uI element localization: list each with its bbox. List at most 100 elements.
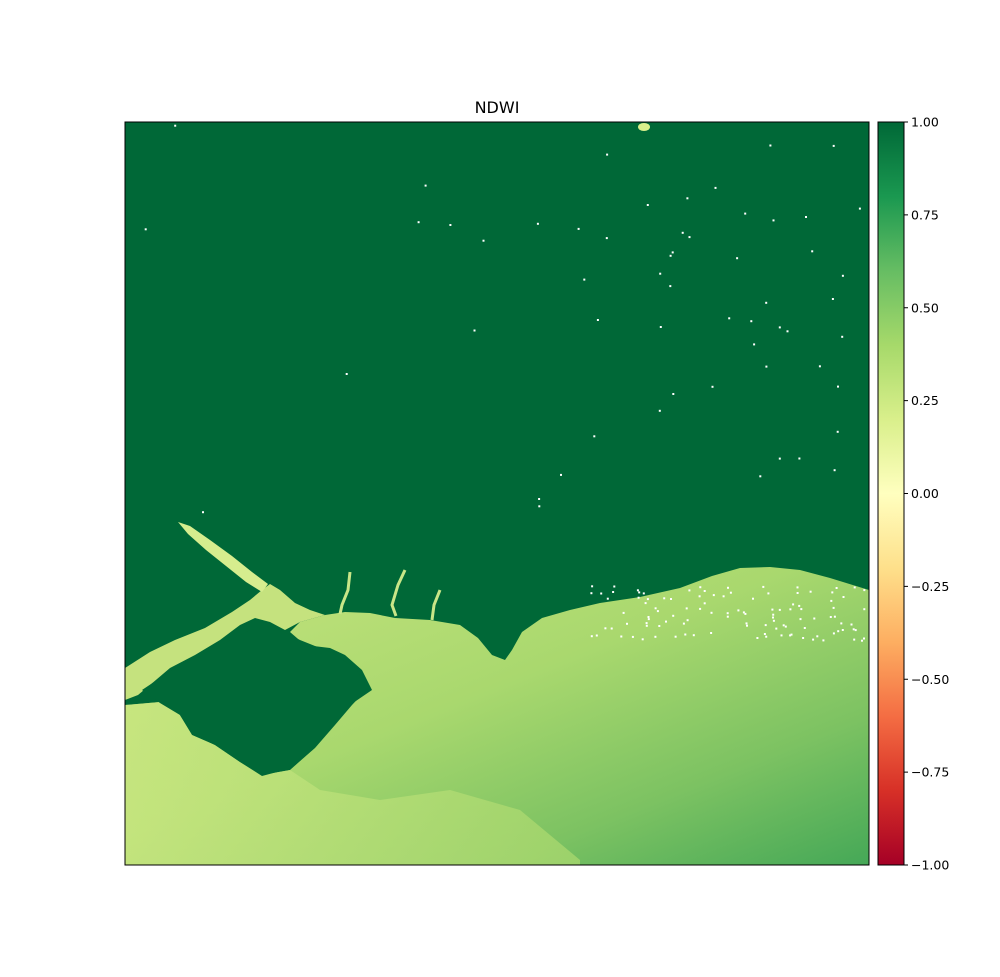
nodata-pixel <box>769 144 772 147</box>
colorbar-tick-label: 0.50 <box>911 300 939 315</box>
estuary-channel <box>125 584 325 700</box>
nodata-pixel <box>593 435 596 438</box>
heatmap-image <box>125 122 869 865</box>
nodata-pixel <box>606 153 609 156</box>
nodata-pixel <box>767 592 770 595</box>
creek-1 <box>338 571 352 615</box>
nodata-pixel <box>417 221 420 224</box>
nodata-pixel <box>778 457 781 460</box>
nodata-pixel <box>590 635 593 638</box>
nodata-pixel <box>802 637 805 639</box>
nodata-pixel <box>714 186 717 189</box>
nodata-pixel <box>591 585 594 588</box>
nodata-pixel <box>798 457 801 460</box>
nodata-pixel <box>672 614 675 617</box>
nodata-pixel <box>759 475 762 478</box>
nodata-pixel <box>863 637 865 640</box>
nodata-pixel <box>780 634 783 637</box>
colorbar-tick-label: −0.75 <box>911 765 949 780</box>
nodata-pixel <box>853 638 856 641</box>
nodata-pixel <box>744 612 747 615</box>
nodata-pixel <box>645 622 648 625</box>
nodata-pixel <box>482 239 485 242</box>
nodata-pixel <box>811 250 814 253</box>
nodata-pixel <box>641 638 644 641</box>
nodata-pixel <box>833 615 836 618</box>
nodata-pixel <box>750 320 753 323</box>
nodata-pixel <box>852 628 855 631</box>
nodata-pixel <box>813 617 816 620</box>
nodata-pixel <box>631 635 634 638</box>
nodata-pixel <box>832 144 835 147</box>
nodata-pixel <box>686 197 689 200</box>
nodata-pixel <box>831 298 834 300</box>
nodata-pixel <box>753 343 756 346</box>
nodata-pixel <box>536 222 539 225</box>
nodata-pixel <box>789 608 792 611</box>
nodata-pixel <box>703 602 706 605</box>
nodata-pixel <box>756 637 759 639</box>
nodata-pixel <box>854 629 857 632</box>
nodata-pixel <box>699 607 702 610</box>
nodata-pixel <box>144 228 147 231</box>
nodata-pixel <box>772 613 775 616</box>
nodata-pixel <box>728 317 731 320</box>
nodata-pixel <box>610 627 613 630</box>
colorbar-tick-label: 1.00 <box>911 115 939 130</box>
nodata-pixel <box>656 610 659 613</box>
nodata-pixel <box>674 635 677 638</box>
nodata-pixel <box>711 385 714 388</box>
nodata-pixel <box>772 219 775 222</box>
plot-frame <box>124 121 870 866</box>
nodata-pixel <box>763 633 766 635</box>
nodata-pixel <box>833 469 836 472</box>
nodata-pixel <box>654 607 657 610</box>
nodata-pixel <box>831 591 834 594</box>
nodata-pixel <box>796 586 799 589</box>
nodata-pixel <box>863 589 866 592</box>
nodata-pixel <box>803 627 806 629</box>
creek-3 <box>430 589 442 621</box>
nodata-pixel <box>765 301 768 304</box>
nodata-pixel <box>812 638 815 641</box>
nodata-pixel <box>736 257 739 260</box>
nodata-pixel <box>612 591 615 593</box>
nodata-pixel <box>818 365 821 368</box>
nodata-pixel <box>726 615 729 618</box>
nodata-pixel <box>658 409 661 412</box>
nodata-pixel <box>805 216 807 218</box>
nodata-pixel <box>789 634 792 637</box>
colorbar-ticks: 1.00 0.75 0.50 0.25 0.00 −0.25 −0.50 −0.75 −1.00 <box>904 115 949 873</box>
nodata-pixel <box>596 319 599 321</box>
nodata-pixel <box>762 585 765 588</box>
nodata-pixel <box>606 597 609 600</box>
colorbar-tick-label: −1.00 <box>911 858 949 873</box>
nodata-pixel <box>710 611 713 614</box>
inlet-channel <box>178 522 268 592</box>
nodata-pixel <box>663 597 666 600</box>
nodata-pixel <box>622 611 625 614</box>
nodata-pixel <box>858 207 861 210</box>
colorbar-tick-label: 0.00 <box>911 486 939 501</box>
nodata-pixel <box>577 227 580 230</box>
nodata-pixel <box>560 473 562 476</box>
nodata-pixel <box>600 592 603 595</box>
nodata-pixel <box>538 498 541 500</box>
nodata-pixel <box>202 511 204 514</box>
nodata-pixel <box>746 624 748 627</box>
nodata-pixel <box>686 619 689 622</box>
nodata-pixel <box>832 632 835 635</box>
nodata-pixel <box>778 608 781 611</box>
nodata-pixel <box>837 385 839 388</box>
nodata-pixel <box>744 212 747 215</box>
nodata-pixel <box>605 237 608 240</box>
nodata-pixel <box>644 602 647 605</box>
nodata-pixel <box>647 618 650 621</box>
colorbar-tick-label: 0.25 <box>911 393 939 408</box>
nodata-pixel <box>613 585 616 588</box>
nodata-pixel <box>647 616 650 618</box>
nodata-pixel <box>654 635 657 638</box>
nodata-pixel <box>345 373 348 375</box>
nodata-pixel <box>670 598 672 600</box>
